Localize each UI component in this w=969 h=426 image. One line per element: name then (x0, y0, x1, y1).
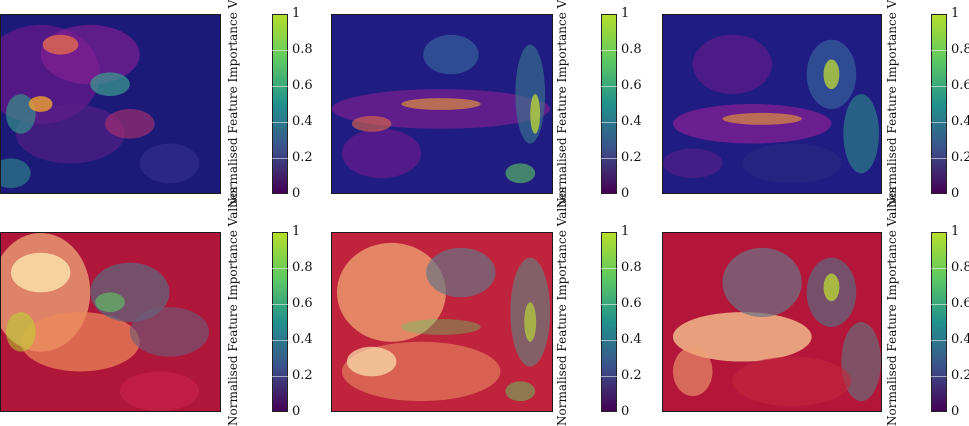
colorbar-tick-label: 0.6 (951, 296, 969, 311)
colorbar-tick (601, 158, 617, 159)
heatmap-image (331, 232, 553, 412)
colorbar-axis-label: Normalised Feature Importance Values (555, 0, 569, 208)
colorbar-tick-label: 0 (292, 186, 301, 201)
heatmap-image (662, 232, 882, 412)
colorbar-tick (931, 158, 947, 159)
colorbar-tick-label: 0.4 (621, 114, 642, 129)
colorbar-tick-label: 0.8 (621, 42, 642, 57)
heatmap-image (0, 14, 221, 194)
colorbar-tick-label: 0 (621, 404, 630, 419)
colorbar-tick-label: 0.2 (951, 150, 969, 165)
colorbar-tick-label: 0 (951, 186, 960, 201)
colorbar-tick-label: 1 (951, 224, 960, 239)
colorbar (931, 232, 947, 412)
colorbar-tick-label: 0 (292, 404, 301, 419)
colorbar-axis-label: Normalised Feature Importance Values (885, 186, 899, 426)
colorbar-tick-label: 0 (951, 404, 960, 419)
colorbar-tick-label: 0.2 (621, 150, 642, 165)
colorbar-axis-label: Normalised Feature Importance Values (885, 0, 899, 208)
colorbar-tick-label: 0.4 (292, 332, 313, 347)
colorbar-tick-label: 0 (621, 186, 630, 201)
colorbar-tick (931, 268, 947, 269)
colorbar (601, 14, 617, 194)
heatmap-image (662, 14, 882, 194)
colorbar-tick (272, 158, 288, 159)
colorbar-tick-label: 1 (951, 6, 960, 21)
colorbar-tick-label: 1 (292, 6, 301, 21)
heatmap-image (331, 14, 553, 194)
colorbar-tick-label: 0.8 (292, 260, 313, 275)
colorbar-tick (272, 50, 288, 51)
colorbar-tick (272, 376, 288, 377)
colorbar-tick (272, 268, 288, 269)
colorbar (601, 232, 617, 412)
colorbar-tick (601, 376, 617, 377)
colorbar-tick-label: 0.8 (292, 42, 313, 57)
colorbar-tick-label: 0.2 (951, 368, 969, 383)
heatmap-image (0, 232, 221, 412)
colorbar-tick-label: 0.6 (292, 78, 313, 93)
colorbar-axis-label: Normalised Feature Importance Values (555, 186, 569, 426)
colorbar-axis-label: Normalised Feature Importance Values (226, 0, 240, 208)
colorbar-tick (931, 50, 947, 51)
colorbar-tick (272, 86, 288, 87)
colorbar-tick-label: 0.8 (951, 42, 969, 57)
colorbar-tick (601, 122, 617, 123)
colorbar-tick-label: 1 (621, 6, 630, 21)
colorbar-tick-label: 0.4 (621, 332, 642, 347)
colorbar-tick (272, 340, 288, 341)
colorbar-tick-label: 0.4 (951, 332, 969, 347)
colorbar-axis-label: Normalised Feature Importance Values (226, 186, 240, 426)
colorbar-tick (272, 304, 288, 305)
colorbar-tick (931, 122, 947, 123)
colorbar-tick (931, 376, 947, 377)
colorbar-tick (931, 86, 947, 87)
colorbar-tick-label: 0.8 (621, 260, 642, 275)
colorbar-tick (601, 340, 617, 341)
colorbar-tick-label: 0.4 (951, 114, 969, 129)
colorbar-tick (931, 340, 947, 341)
colorbar-tick-label: 0.6 (621, 78, 642, 93)
colorbar-tick (601, 86, 617, 87)
colorbar-tick-label: 0.2 (621, 368, 642, 383)
colorbar-tick (931, 304, 947, 305)
colorbar-tick-label: 0.2 (292, 368, 313, 383)
colorbar-tick (601, 304, 617, 305)
colorbar-tick (601, 50, 617, 51)
colorbar (272, 14, 288, 194)
colorbar-tick-label: 1 (292, 224, 301, 239)
colorbar (931, 14, 947, 194)
colorbar-tick-label: 0.2 (292, 150, 313, 165)
colorbar-tick-label: 0.6 (621, 296, 642, 311)
colorbar-tick (272, 122, 288, 123)
colorbar-tick-label: 0.6 (951, 78, 969, 93)
colorbar-tick-label: 0.6 (292, 296, 313, 311)
colorbar-tick-label: 0.8 (951, 260, 969, 275)
colorbar (272, 232, 288, 412)
colorbar-tick (601, 268, 617, 269)
colorbar-tick-label: 1 (621, 224, 630, 239)
colorbar-tick-label: 0.4 (292, 114, 313, 129)
